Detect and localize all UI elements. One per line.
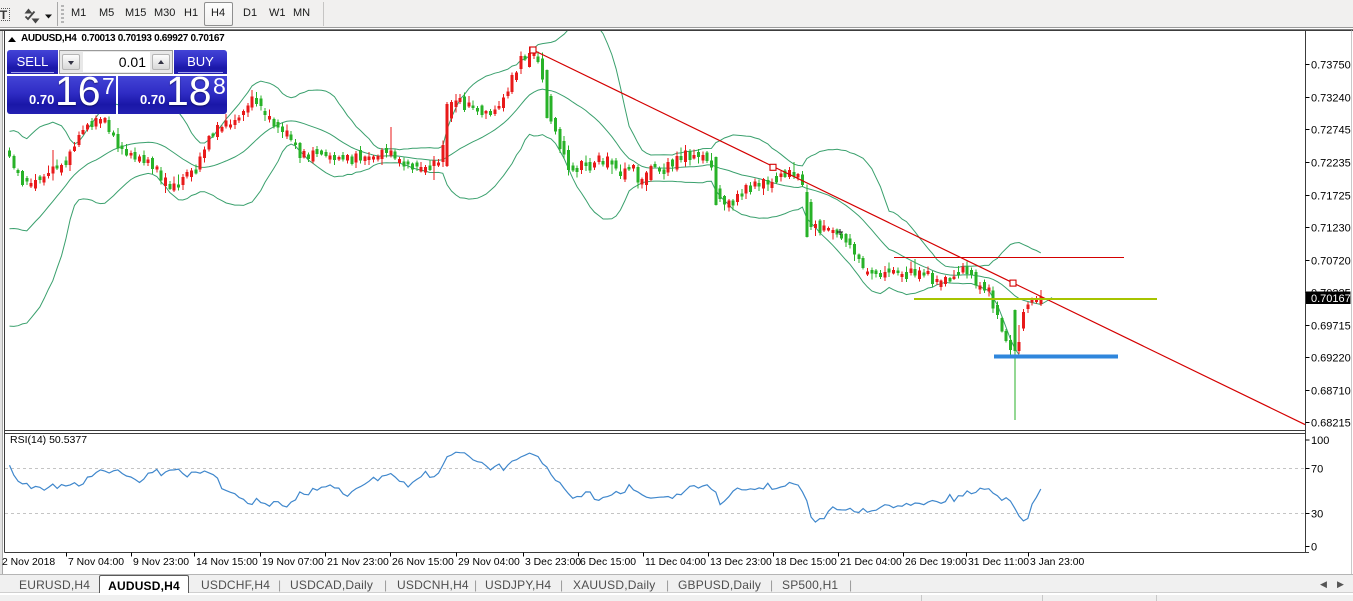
svg-text:0.70720: 0.70720 [1311,255,1351,267]
svg-text:21 Dec 04:00: 21 Dec 04:00 [840,557,902,568]
svg-text:0.69220: 0.69220 [1311,352,1351,364]
svg-text:0.68710: 0.68710 [1311,385,1351,397]
svg-text:11 Dec 04:00: 11 Dec 04:00 [645,557,706,568]
svg-text:26 Nov 15:00: 26 Nov 15:00 [392,557,454,568]
svg-text:6 Dec 15:00: 6 Dec 15:00 [580,557,636,568]
svg-text:0.73750: 0.73750 [1311,59,1351,71]
svg-text:26 Dec 19:00: 26 Dec 19:00 [905,557,967,568]
svg-text:0.72235: 0.72235 [1311,157,1351,169]
svg-text:0.72745: 0.72745 [1311,124,1351,136]
svg-text:13 Dec 23:00: 13 Dec 23:00 [710,557,772,568]
svg-text:0: 0 [1311,541,1317,553]
svg-text:3 Dec 23:00: 3 Dec 23:00 [525,557,581,568]
svg-text:7 Nov 04:00: 7 Nov 04:00 [68,557,124,568]
svg-text:0.68215: 0.68215 [1311,417,1351,429]
svg-text:RSI(14) 50.5377: RSI(14) 50.5377 [10,434,87,446]
svg-text:3 Jan 23:00: 3 Jan 23:00 [1030,557,1085,568]
svg-text:30: 30 [1311,508,1323,520]
svg-text:70: 70 [1311,463,1323,475]
svg-text:0.69715: 0.69715 [1311,320,1351,332]
svg-text:29 Nov 04:00: 29 Nov 04:00 [458,557,520,568]
svg-text:100: 100 [1311,435,1329,447]
svg-text:31 Dec 11:00: 31 Dec 11:00 [968,557,1029,568]
svg-text:18 Dec 15:00: 18 Dec 15:00 [775,557,837,568]
svg-text:21 Nov 23:00: 21 Nov 23:00 [327,557,389,568]
svg-text:0.73240: 0.73240 [1311,92,1351,104]
svg-text:14 Nov 15:00: 14 Nov 15:00 [196,557,258,568]
svg-text:9 Nov 23:00: 9 Nov 23:00 [133,557,189,568]
svg-text:0.71725: 0.71725 [1311,190,1351,202]
svg-text:0.71230: 0.71230 [1311,222,1351,234]
svg-text:19 Nov 07:00: 19 Nov 07:00 [262,557,324,568]
svg-text:2 Nov 2018: 2 Nov 2018 [2,557,55,568]
svg-text:0.70167: 0.70167 [1311,293,1351,305]
